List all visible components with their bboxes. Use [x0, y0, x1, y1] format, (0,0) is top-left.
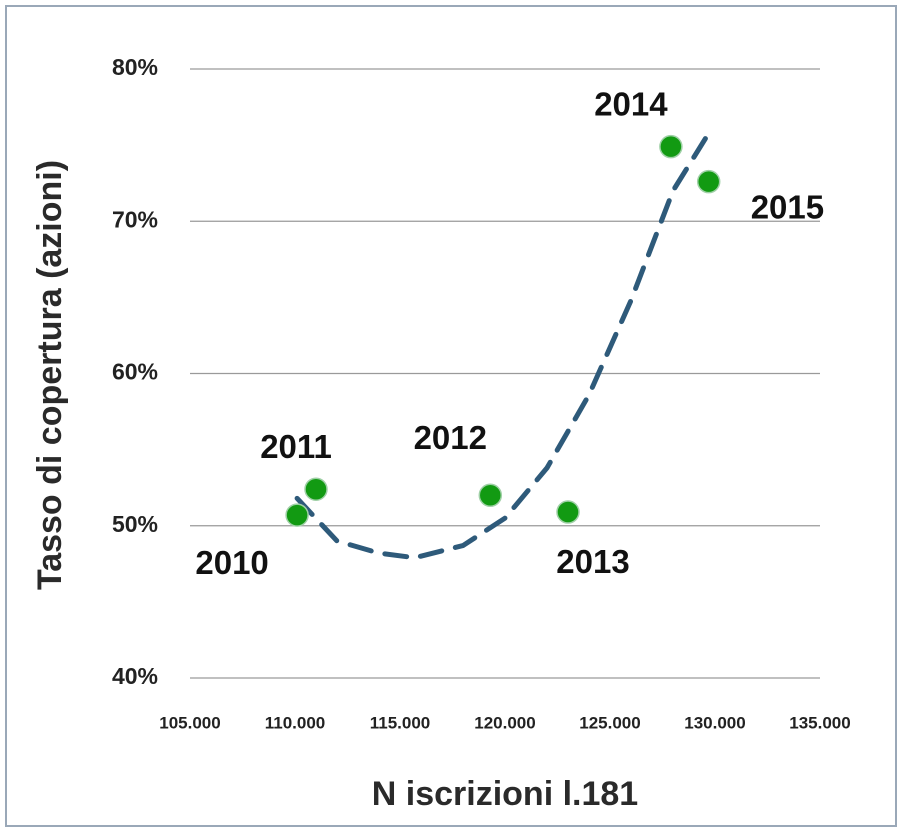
y-tick-label: 70% — [112, 206, 158, 232]
x-tick-label: 105.000 — [159, 713, 220, 732]
x-tick-label: 110.000 — [265, 713, 326, 732]
point-label: 2011 — [260, 428, 332, 465]
point-label: 2014 — [594, 85, 668, 122]
y-tick-label: 40% — [112, 663, 158, 689]
data-point — [304, 477, 328, 501]
x-tick-label: 125.000 — [579, 713, 640, 732]
data-point — [478, 483, 503, 508]
data-point — [556, 500, 580, 524]
x-tick-label: 115.000 — [370, 713, 431, 732]
chart-frame — [5, 5, 897, 827]
x-axis-title: N iscrizioni l.181 — [372, 775, 638, 813]
x-tick-label: 135.000 — [789, 713, 850, 732]
y-tick-label: 80% — [112, 54, 158, 80]
trendline — [294, 127, 714, 561]
point-label: 2012 — [414, 419, 487, 456]
data-point — [696, 169, 721, 194]
point-label: 2015 — [751, 188, 824, 225]
point-label: 2010 — [195, 544, 268, 581]
y-axis-title: Tasso di copertura (azioni) — [31, 160, 69, 590]
data-point — [285, 503, 309, 527]
x-tick-label: 120.000 — [474, 713, 535, 732]
y-tick-label: 50% — [112, 511, 158, 537]
point-label: 2013 — [556, 543, 629, 580]
y-tick-label: 60% — [112, 359, 158, 385]
x-tick-label: 130.000 — [684, 713, 745, 732]
data-point — [659, 134, 683, 159]
